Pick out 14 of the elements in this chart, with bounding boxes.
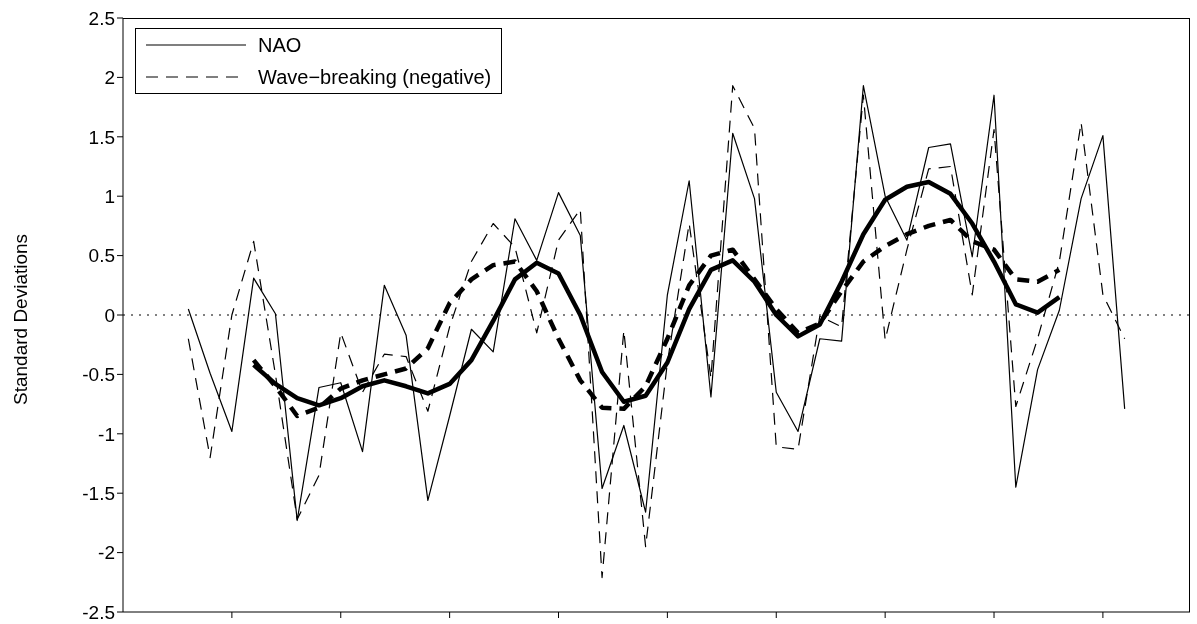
y-tick-label: -2 <box>98 542 115 564</box>
legend-label: NAO <box>258 33 302 57</box>
y-tick-label: -1.5 <box>82 482 115 504</box>
y-tick-label: 0.5 <box>88 245 115 267</box>
y-tick-label: 1.5 <box>88 126 115 148</box>
y-tick-label: 0 <box>104 304 115 326</box>
y-tick-label: 1 <box>104 185 115 207</box>
y-tick-label: -1 <box>98 423 115 445</box>
y-tick-label: -0.5 <box>82 364 115 386</box>
y-tick-label: 2.5 <box>88 7 115 29</box>
legend-label: Wave−breaking (negative) <box>258 65 492 89</box>
y-tick-label: 2 <box>104 67 115 89</box>
y-tick-label: -2.5 <box>82 601 115 623</box>
y-axis-title: Standard Deviations <box>9 233 31 405</box>
